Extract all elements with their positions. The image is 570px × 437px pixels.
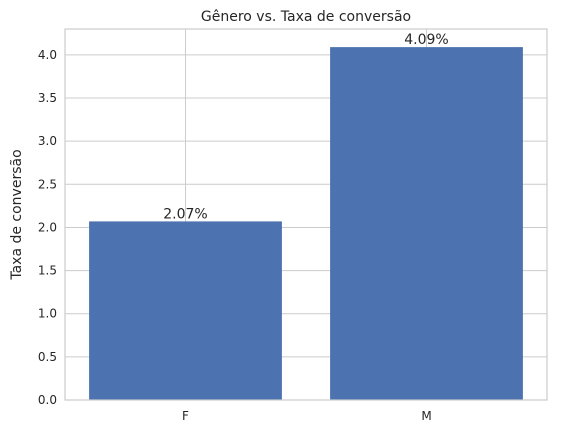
y-tick-label: 3.5 <box>38 91 57 105</box>
data-label: 4.09% <box>404 32 448 48</box>
y-tick-label: 2.0 <box>38 220 57 234</box>
y-tick-label: 2.5 <box>38 177 57 191</box>
y-tick-label: 4.0 <box>38 48 57 62</box>
y-axis-ticks: 0.0 0.5 1.0 1.5 2.0 2.5 3.0 3.5 4.0 <box>38 48 57 407</box>
data-label: 2.07% <box>163 206 207 222</box>
y-tick-label: 3.0 <box>38 134 57 148</box>
y-tick-label: 0.5 <box>38 350 57 364</box>
y-axis-label: Taxa de conversão <box>9 149 25 280</box>
x-tick-label: M <box>421 409 431 423</box>
plot-frame <box>64 28 548 401</box>
x-tick-label: F <box>182 409 189 423</box>
y-tick-label: 0.0 <box>38 393 57 407</box>
y-tick-label: 1.5 <box>38 264 57 278</box>
bar-M <box>330 47 523 401</box>
data-labels: 2.07% 4.09% <box>163 32 448 222</box>
bar-F <box>89 221 282 400</box>
chart-title: Gênero vs. Taxa de conversão <box>201 9 411 25</box>
y-tick-label: 1.0 <box>38 307 57 321</box>
bars <box>89 47 523 401</box>
